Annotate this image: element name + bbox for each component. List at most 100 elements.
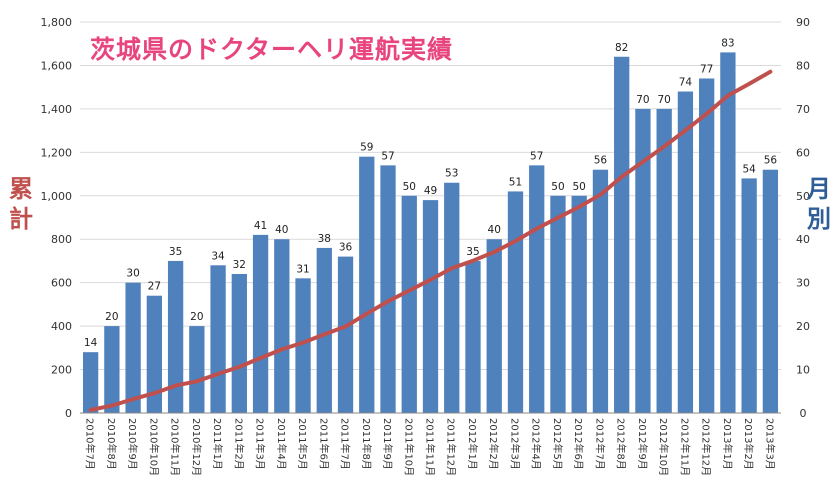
x-tick-label: 2010年8月 <box>105 418 118 470</box>
x-tick-label: 2013年2月 <box>742 418 755 470</box>
bar <box>359 156 375 413</box>
bar-value-label: 56 <box>764 155 778 167</box>
bar-value-label: 49 <box>424 185 437 197</box>
left-tick-label: 800 <box>51 233 72 246</box>
x-tick-label: 2010年12月 <box>190 418 203 476</box>
bar <box>189 326 205 413</box>
x-tick-label: 2011年3月 <box>254 418 267 470</box>
bar-value-label: 31 <box>296 263 309 275</box>
bar-value-label: 27 <box>148 281 161 293</box>
x-tick-label: 2011年1月 <box>211 418 224 470</box>
right-tick-label: 20 <box>796 320 810 333</box>
x-tick-label: 2011年7月 <box>339 418 352 470</box>
bar <box>762 169 779 413</box>
bar <box>571 195 587 413</box>
x-tick-label: 2012年9月 <box>636 418 649 470</box>
x-tick-label: 2012年4月 <box>530 418 543 470</box>
bar-value-label: 59 <box>360 142 373 154</box>
right-tick-label: 0 <box>800 407 807 420</box>
bar-value-label: 51 <box>509 176 522 188</box>
x-tick-label: 2010年9月 <box>126 418 139 470</box>
x-tick-label: 2011年10月 <box>402 418 415 476</box>
x-tick-label: 2012年1月 <box>466 418 479 470</box>
bar <box>614 56 630 413</box>
bar <box>401 195 417 413</box>
x-tick-label: 2010年11月 <box>169 418 182 476</box>
bar <box>252 234 269 413</box>
bar <box>677 91 694 413</box>
x-tick-label: 2010年7月 <box>84 418 97 470</box>
cumulative-line <box>88 69 773 412</box>
right-axis-title: 月 別 <box>807 175 831 233</box>
right-tick-label: 50 <box>796 190 810 203</box>
right-tick-label: 60 <box>796 146 810 159</box>
bar <box>316 247 332 413</box>
bar-value-label: 50 <box>551 181 564 193</box>
bar-value-label: 54 <box>742 163 756 175</box>
bar-value-label: 30 <box>126 268 139 280</box>
x-tick-label: 2012年10月 <box>657 418 670 476</box>
bar-value-label: 77 <box>700 63 713 75</box>
left-tick-label: 1,600 <box>41 59 73 72</box>
bar-value-label: 14 <box>84 337 98 349</box>
bar-value-label: 50 <box>573 181 586 193</box>
x-tick-label: 2013年3月 <box>763 418 776 470</box>
bar <box>295 278 311 413</box>
bar-value-label: 20 <box>105 311 118 323</box>
right-tick-label: 30 <box>796 277 810 290</box>
bar-value-label: 57 <box>530 150 543 162</box>
bar <box>125 282 141 413</box>
left-tick-label: 200 <box>51 364 72 377</box>
bar <box>507 191 524 413</box>
x-tick-label: 2012年11月 <box>678 418 691 476</box>
x-tick-label: 2011年12月 <box>445 418 458 476</box>
bar-value-label: 32 <box>233 259 246 271</box>
right-tick-label: 40 <box>796 233 810 246</box>
bar-value-label: 53 <box>445 168 458 180</box>
bar <box>444 182 460 413</box>
bar-data-labels: 14 20 30 27 35 20 34 32 41 40 31 38 36 59 57 50 49 53 35 40… <box>84 37 777 349</box>
x-tick-label: 2011年2月 <box>232 418 245 470</box>
right-tick-label: 80 <box>796 59 810 72</box>
left-tick-label: 0 <box>65 407 72 420</box>
bar-value-label: 70 <box>657 94 670 106</box>
bar-value-label: 36 <box>339 242 353 254</box>
chart-title: 茨城県のドクターヘリ運航実績 <box>90 35 454 64</box>
left-tick-label: 1,000 <box>41 190 73 203</box>
x-tick-label: 2012年8月 <box>615 418 628 470</box>
bar-value-label: 57 <box>381 150 394 162</box>
left-axis-ticks: 0 200 400 600 800 1,000 1,200 1,400 1,600 1,800 <box>41 16 73 420</box>
x-tick-label: 2012年6月 <box>572 418 585 470</box>
x-tick-label: 2012年5月 <box>551 418 564 470</box>
bar <box>529 165 545 413</box>
bar-value-label: 38 <box>318 233 331 245</box>
bar-value-label: 56 <box>594 155 608 167</box>
bar-value-label: 83 <box>721 37 734 49</box>
right-axis-ticks: 0 10 20 30 40 50 60 70 80 90 <box>796 16 810 420</box>
bar <box>720 52 736 414</box>
right-tick-label: 10 <box>796 364 810 377</box>
left-axis-title: 累 計 <box>9 175 33 233</box>
line-series <box>88 69 773 412</box>
bar-series <box>82 52 779 414</box>
bar-value-label: 82 <box>615 42 628 54</box>
x-tick-label: 2012年12月 <box>700 418 713 476</box>
x-tick-label: 2011年11月 <box>424 418 437 476</box>
bar <box>592 169 609 413</box>
bar <box>82 352 99 413</box>
bar <box>486 239 502 413</box>
bar-value-label: 50 <box>403 181 416 193</box>
x-tick-label: 2013年1月 <box>721 418 734 470</box>
x-tick-label: 2011年4月 <box>275 418 288 470</box>
x-tick-label: 2011年8月 <box>360 418 373 470</box>
bar <box>231 273 247 413</box>
x-tick-label: 2010年10月 <box>147 418 160 476</box>
bar <box>741 178 757 413</box>
bar-value-label: 35 <box>466 246 479 258</box>
bar-value-label: 40 <box>488 224 501 236</box>
left-tick-label: 1,800 <box>41 16 73 29</box>
x-tick-label: 2011年5月 <box>296 418 309 470</box>
bar-value-label: 41 <box>254 220 267 232</box>
